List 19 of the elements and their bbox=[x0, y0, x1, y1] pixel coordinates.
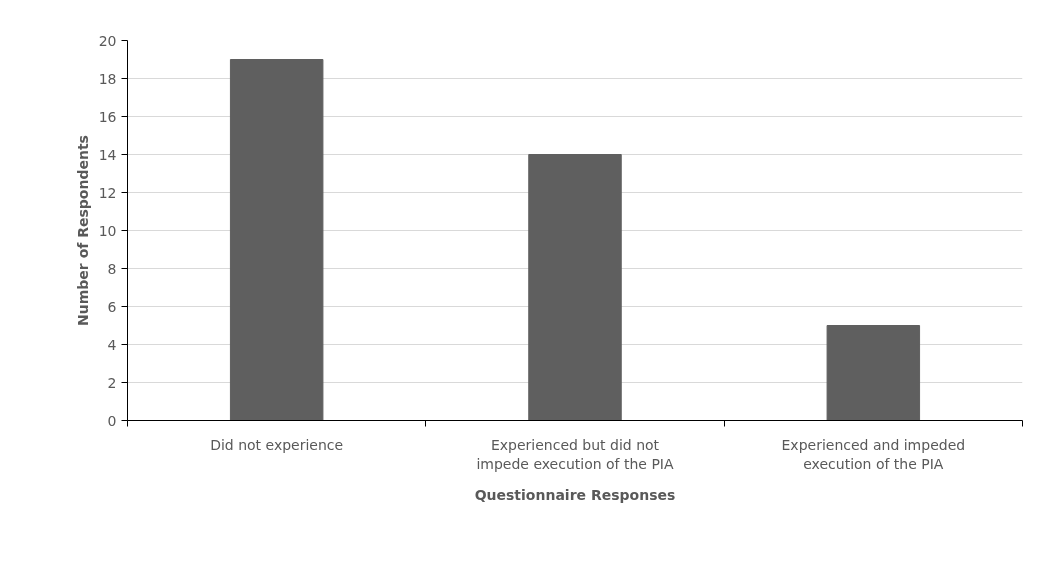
y-tick-label: 0 bbox=[107, 412, 117, 429]
y-tick-label: 6 bbox=[107, 298, 117, 315]
y-tick-label: 10 bbox=[98, 222, 117, 239]
bar bbox=[229, 59, 324, 421]
y-tick-label: 4 bbox=[107, 336, 117, 353]
y-tick-label: 12 bbox=[98, 184, 117, 201]
y-tick-label: 20 bbox=[98, 32, 117, 49]
bar bbox=[826, 325, 921, 421]
x-tick-label: Experienced and impeded execution of the PIA bbox=[781, 436, 966, 472]
y-tick-label: 2 bbox=[107, 374, 117, 391]
y-tick-label: 14 bbox=[98, 146, 117, 163]
y-tick-label: 18 bbox=[98, 70, 117, 87]
y-tick-label: 8 bbox=[107, 260, 117, 277]
x-tick-label: Did not experience bbox=[210, 436, 344, 453]
x-axis-title: Questionnaire Responses bbox=[474, 486, 676, 503]
x-tick-label: Experienced but did not impede execution of the PIA bbox=[476, 436, 675, 472]
y-tick-label: 16 bbox=[98, 108, 117, 125]
bar bbox=[528, 154, 622, 421]
y-axis-title: Number of Respondents bbox=[74, 135, 91, 326]
